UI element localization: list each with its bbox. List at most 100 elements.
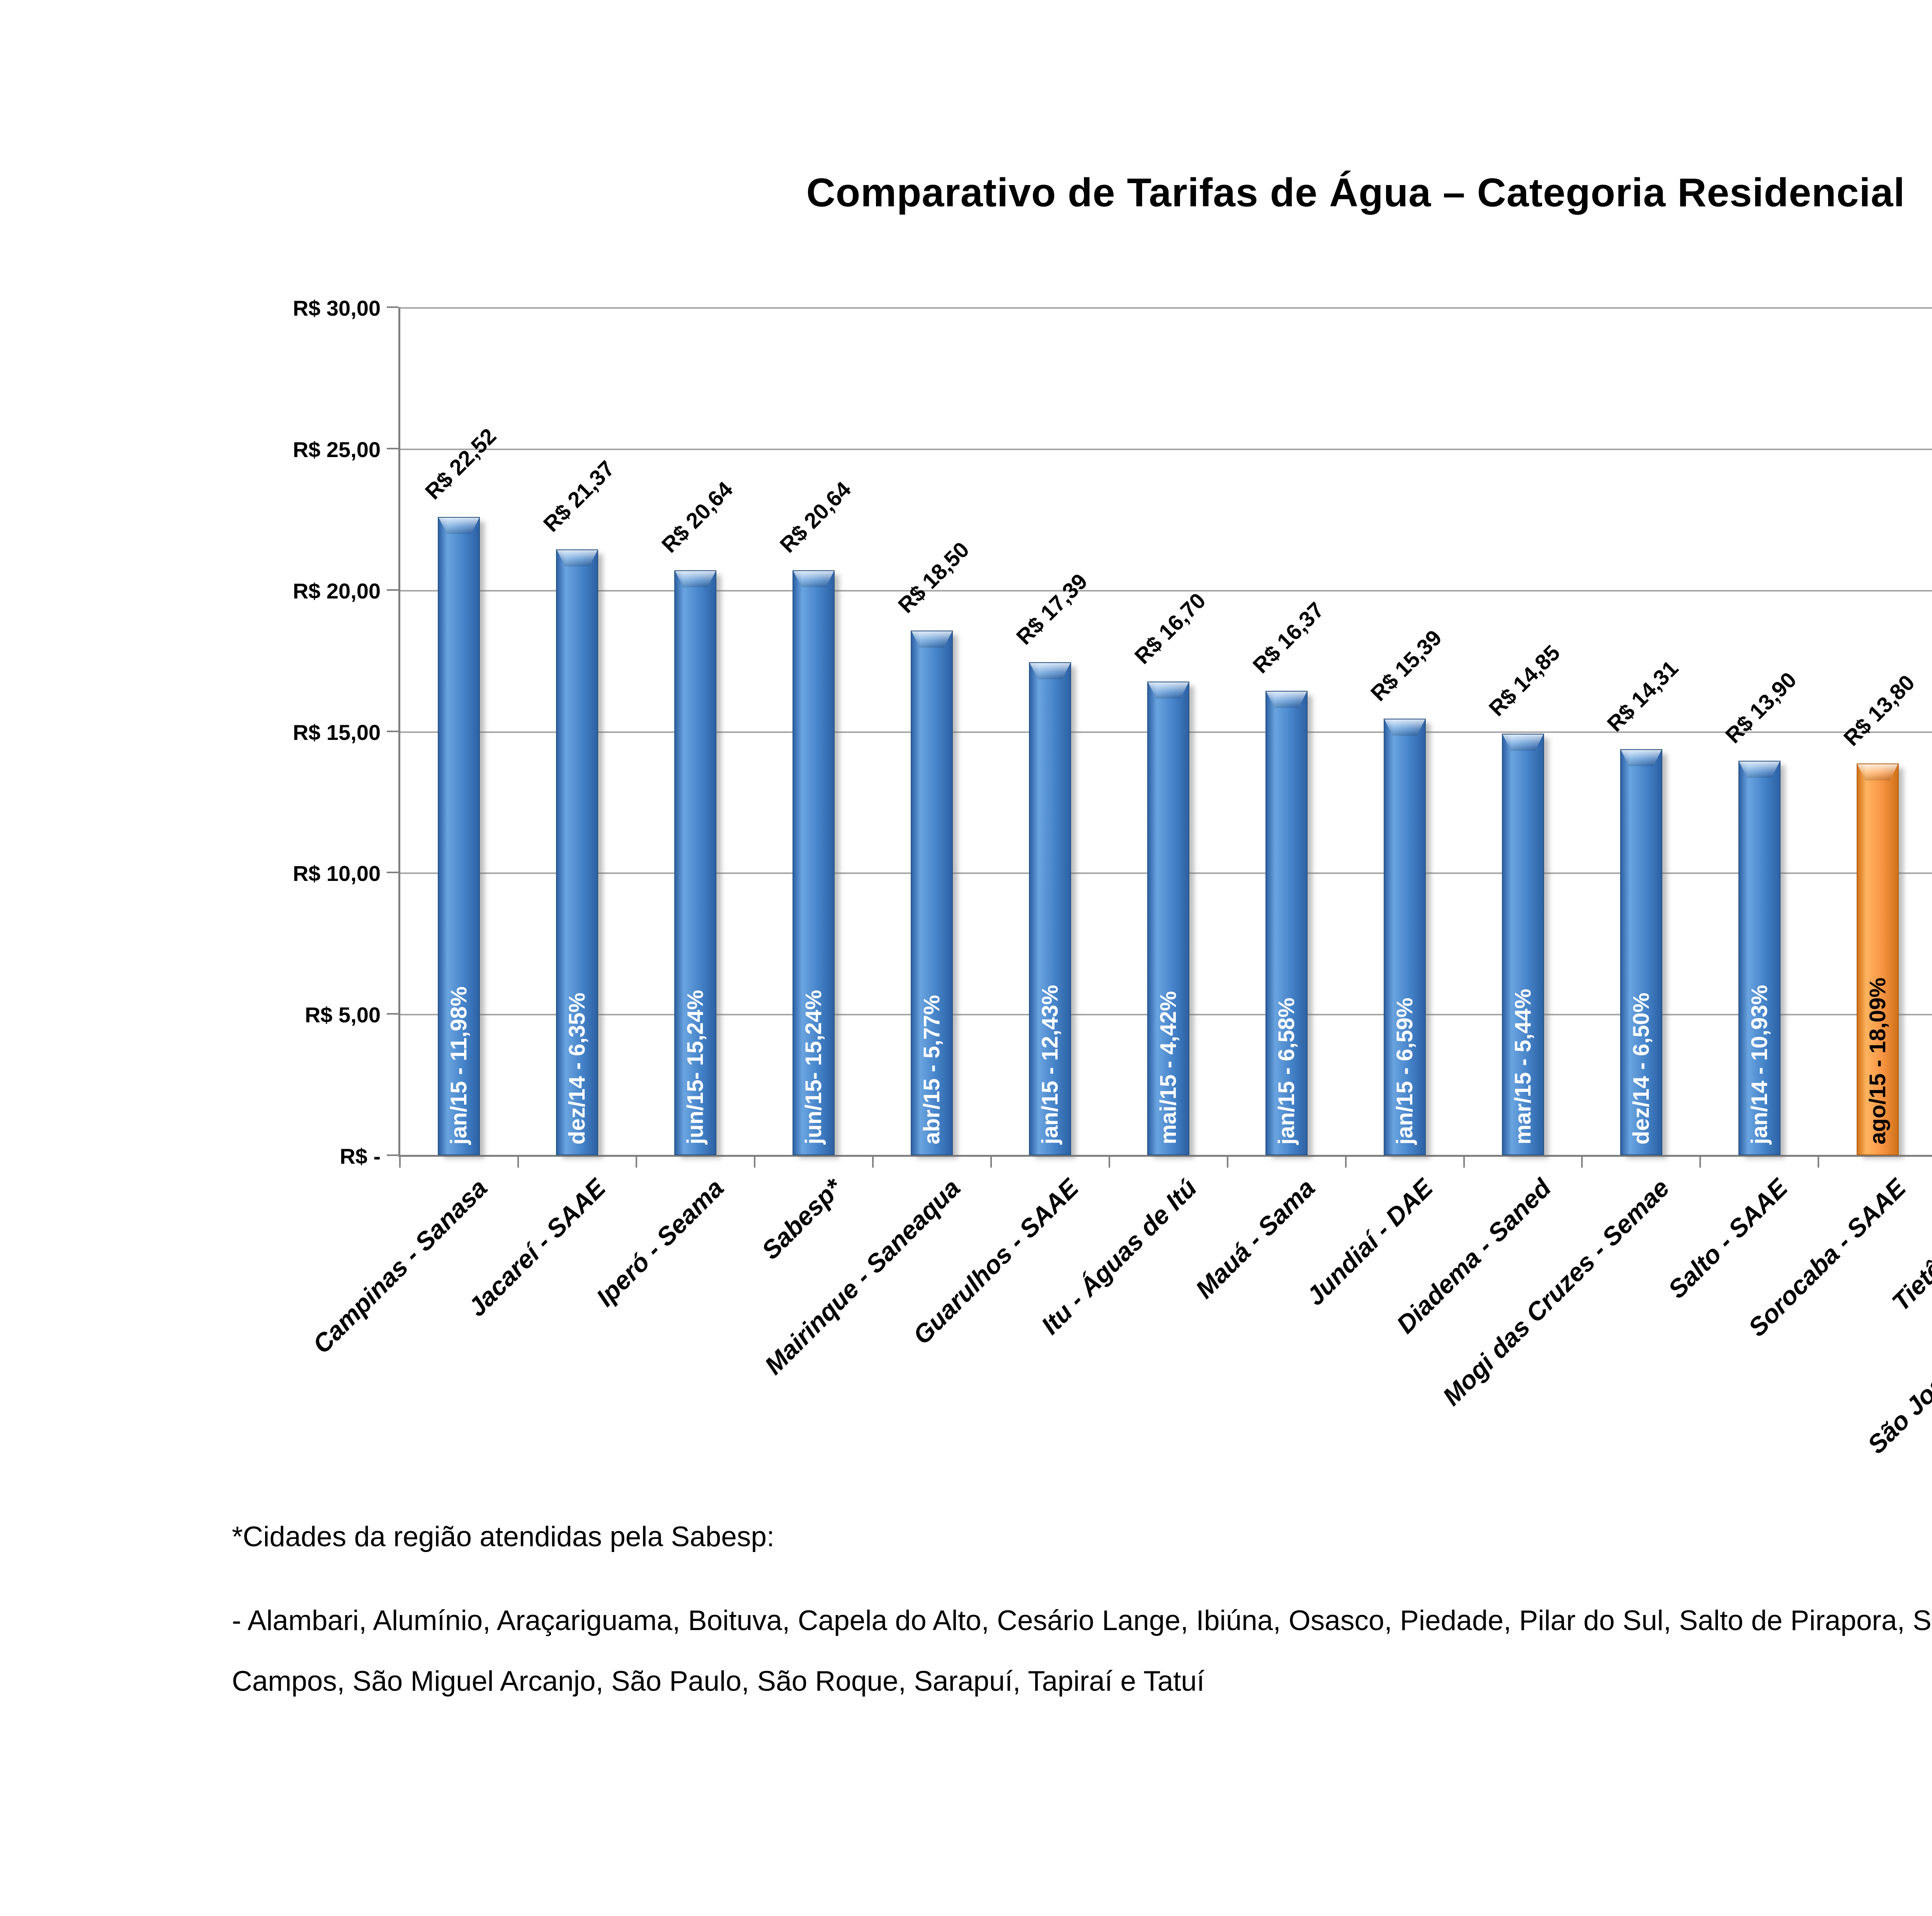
bar-value-label: R$ 20,64 (775, 477, 856, 558)
y-axis-labels: R$ 30,00 R$ 25,00 R$ 20,00 R$ 15,00 R$ 10,00… (0, 296, 381, 1168)
bar-columns: jan/15 - 11,98% R$ 22,52 Campinas - Sanasa… (307, 307, 1932, 1459)
bar-value-label: R$ 21,37 (538, 456, 619, 537)
x-axis-tick (1345, 1157, 1347, 1168)
bar-column: jan/15 - 6,58% R$ 16,37 Mauá - Sama (1190, 307, 1346, 1304)
y-axis-tick-label: R$ 20,00 (293, 578, 381, 603)
bar-column: jan/15 - 6,59% R$ 15,39 Jundiaí - DAE (1301, 307, 1464, 1311)
x-axis-category-label: Mairinque - Saneaqua (759, 1173, 966, 1380)
y-axis-tick (387, 589, 398, 591)
bar-value-label: R$ 16,37 (1248, 597, 1329, 678)
y-axis-line (398, 307, 400, 1155)
bar-inner-label: dez/14 - 6,50% (1628, 992, 1654, 1144)
bar-column: dez/14 - 6,50% R$ 14,31 Mogi das Cruzes - … (1437, 307, 1700, 1411)
bar-column: jan/15 - 12,43% R$ 17,39 Guarulhos - SAAE (907, 307, 1109, 1350)
bar-inner-label-wrap: jan/14 - 10,93% (1739, 762, 1780, 1154)
bar-inner-label: jan/15 - 6,58% (1274, 997, 1299, 1144)
bar-column: abr/15 - 5,77% R$ 18,50 Mairinque - Saneaq… (759, 307, 991, 1380)
gridline (400, 307, 1932, 309)
y-axis-tick (387, 1013, 398, 1015)
bar-column: mai/15 - 4,42% R$ 16,70 Itu - Águas de Itú (1036, 307, 1228, 1340)
x-axis-category-label: Mauá - Sama (1189, 1173, 1320, 1304)
bar-highlighted: ago/15 - 18,09% (1856, 763, 1899, 1155)
x-axis-category-label: Campinas - Sanasa (307, 1173, 493, 1359)
bar-inner-label-wrap: dez/14 - 6,35% (557, 550, 597, 1154)
bar: dez/14 - 6,35% (556, 549, 599, 1155)
gridline (400, 448, 1932, 450)
bar-value-label: R$ 15,39 (1366, 625, 1447, 706)
y-axis-tick-label: R$ 30,00 (293, 296, 381, 320)
bar-inner-label: jan/15 - 12,43% (1037, 985, 1063, 1144)
y-axis-tick (387, 730, 398, 732)
bar-inner-label-wrap: jun/15- 15,24% (793, 571, 834, 1154)
bar: jun/15- 15,24% (674, 570, 717, 1155)
bar: jan/14 - 10,93% (1738, 761, 1781, 1155)
y-axis-tick (387, 306, 398, 308)
bar-value-label: R$ 14,85 (1484, 640, 1565, 721)
bar-value-label: R$ 14,31 (1602, 656, 1684, 737)
bar: mai/15 - 4,42% (1147, 682, 1190, 1155)
bar-value-label: R$ 17,39 (1011, 569, 1092, 650)
bar: dez/14 - 6,50% (1620, 749, 1662, 1155)
bar-inner-label: jun/15- 15,24% (683, 990, 708, 1144)
bar: abr/15 - 5,77% (911, 631, 953, 1155)
y-axis-tick-label: R$ - (340, 1144, 381, 1168)
x-axis-tick (517, 1157, 519, 1168)
bar: jan/15 - 12,43% (1029, 662, 1071, 1155)
bar-value-label: R$ 13,90 (1721, 667, 1802, 748)
bar-inner-label: abr/15 - 5,77% (919, 995, 945, 1144)
x-axis-category-label: Salto - SAAE (1662, 1173, 1793, 1304)
x-axis-tick (1581, 1157, 1583, 1168)
chart-title: Comparativo de Tarifas de Água – Categor… (806, 170, 1905, 215)
bar-inner-label: jan/15 - 6,59% (1392, 997, 1417, 1144)
bar-inner-label: dez/14 - 6,35% (565, 992, 590, 1144)
bar-column: jan/15 - 11,98% R$ 22,52 Campinas - Sanasa (307, 307, 518, 1359)
bar-inner-label-wrap: ago/15 - 18,09% (1857, 764, 1898, 1154)
bar-column: dez/14 - 6,35% R$ 21,37 Jacareí - SAAE (463, 307, 636, 1322)
bar-inner-label: ago/15 - 18,09% (1865, 978, 1890, 1144)
bar: jun/15- 15,24% (793, 570, 835, 1155)
bar: jan/15 - 11,98% (438, 517, 480, 1155)
bar-column: jun/15- 15,24% R$ 20,64 Iperó - Seama (590, 307, 755, 1312)
bar-inner-label: jan/15 - 11,98% (446, 986, 472, 1144)
bar: jan/15 - 6,59% (1383, 719, 1426, 1155)
bar: mar/15 - 5,44% (1502, 734, 1544, 1155)
bar-inner-label-wrap: jan/15 - 11,98% (439, 518, 479, 1154)
x-axis-tick (1699, 1157, 1701, 1168)
x-axis-tick (990, 1157, 992, 1168)
bar-inner-label: mar/15 - 5,44% (1510, 988, 1536, 1144)
bar-value-label: R$ 16,70 (1129, 588, 1211, 669)
y-axis-tick-label: R$ 25,00 (293, 437, 381, 462)
bar: jan/15 - 6,58% (1265, 691, 1308, 1155)
footnote-block: *Cidades da região atendidas pela Sabesp… (232, 1507, 1932, 1712)
bar-inner-label-wrap: mai/15 - 4,42% (1148, 682, 1189, 1154)
bar-inner-label-wrap: abr/15 - 5,77% (912, 631, 952, 1154)
bar-inner-label-wrap: dez/14 - 6,50% (1621, 750, 1662, 1154)
y-axis-tick (387, 447, 398, 449)
y-axis-tick-label: R$ 5,00 (304, 1003, 381, 1027)
y-axis-tick-label: R$ 15,00 (293, 720, 381, 745)
y-axis-tick (387, 1154, 398, 1156)
x-axis-category-label: Iperó - Seama (590, 1173, 729, 1312)
x-axis-tick (1818, 1157, 1820, 1168)
bar-inner-label: mai/15 - 4,42% (1156, 991, 1181, 1144)
bar-inner-label-wrap: jun/15- 15,24% (675, 571, 716, 1154)
bar-value-label: R$ 20,64 (656, 477, 738, 558)
gridline (400, 590, 1932, 592)
y-axis-tick (387, 872, 398, 874)
bar-column: mar/15 - 5,44% R$ 14,85 Diadema - Saned (1391, 307, 1582, 1339)
x-axis-tick (1226, 1157, 1228, 1168)
x-axis-category-label: Mogi das Cruzes - Semae (1437, 1173, 1675, 1411)
bar-inner-label-wrap: jan/15 - 6,59% (1384, 719, 1425, 1154)
x-axis-tick (872, 1157, 874, 1168)
bar-inner-label-wrap: jan/15 - 12,43% (1030, 663, 1070, 1154)
bar-inner-label: jan/14 - 10,93% (1747, 985, 1772, 1144)
footnote-body: - Alambari, Alumínio, Araçariguama, Boit… (232, 1605, 1932, 1697)
bar-value-label: R$ 22,52 (420, 423, 501, 505)
bar-column: jun/15- 15,24% R$ 20,64 Sabesp* (755, 307, 873, 1265)
footnote-title: *Cidades da região atendidas pela Sabesp… (232, 1521, 775, 1552)
bar-inner-label-wrap: mar/15 - 5,44% (1503, 734, 1543, 1154)
bar-inner-label: jun/15- 15,24% (801, 990, 827, 1144)
bar-column: jan/14 - 10,93% R$ 13,90 Salto - SAAE (1663, 307, 1818, 1304)
x-axis-tick (1108, 1157, 1110, 1168)
